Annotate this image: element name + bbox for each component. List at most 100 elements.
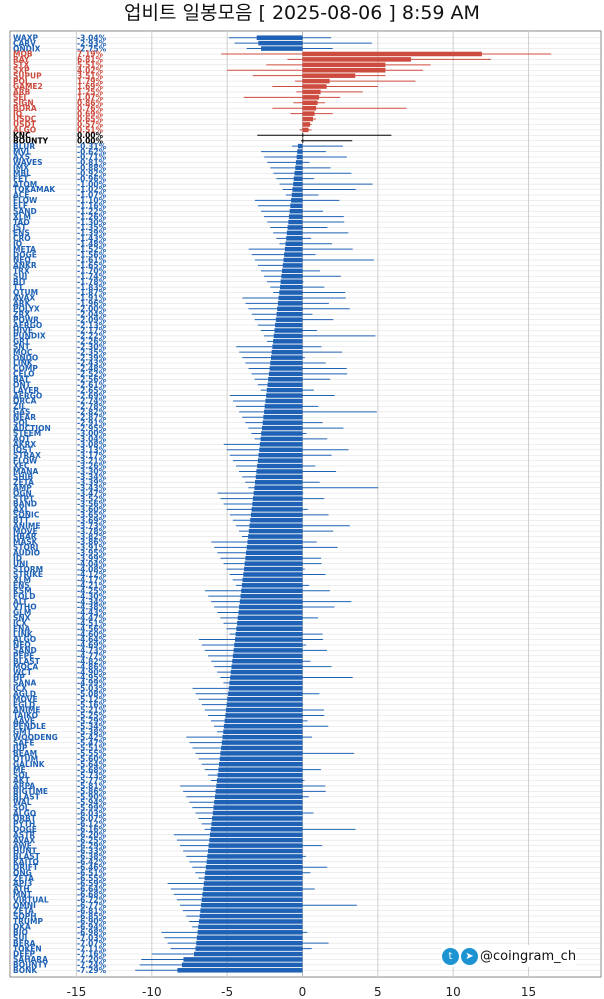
bar xyxy=(266,393,303,398)
pct-label: -3.99% xyxy=(77,554,107,563)
ticker-label: LINK xyxy=(13,359,34,368)
ticker-label: XEC xyxy=(13,462,30,471)
bar xyxy=(302,78,330,84)
ticker-label: ME xyxy=(13,765,26,774)
pct-label: -4.60% xyxy=(77,630,107,639)
ticker-label: IQ xyxy=(13,109,22,118)
bar xyxy=(302,51,482,57)
bar xyxy=(284,246,303,252)
ticker-label: AUCTION xyxy=(13,424,51,433)
bar xyxy=(215,789,303,794)
bar xyxy=(302,67,386,73)
ticker-label: ORBT xyxy=(13,814,37,823)
pct-label: -5.64% xyxy=(77,760,107,769)
ticker-label: BLAST xyxy=(13,657,41,666)
ticker-label: SIGN xyxy=(13,98,34,107)
bar xyxy=(264,404,303,409)
ticker-label: SUPUP xyxy=(13,71,42,80)
bar xyxy=(302,105,317,111)
pct-label: -6.90% xyxy=(77,917,107,926)
bar xyxy=(297,143,303,149)
bar xyxy=(268,371,303,377)
pct-label: -4.99% xyxy=(77,679,107,688)
bar xyxy=(216,783,303,789)
ticker-label: ONDIX xyxy=(13,44,41,53)
bar xyxy=(262,420,303,425)
ticker-label: SOL xyxy=(13,803,30,812)
pct-label: -4.08% xyxy=(77,565,107,574)
ticker-label: TT xyxy=(13,283,24,292)
bar xyxy=(203,881,303,886)
bar xyxy=(232,653,303,659)
bar xyxy=(223,729,303,734)
pct-label: -3.95% xyxy=(77,548,107,557)
pct-label: -5.81% xyxy=(77,782,107,791)
ticker-label: KNC xyxy=(13,131,31,140)
ticker-label: IOST xyxy=(13,445,34,454)
pct-label: -2.74% xyxy=(77,397,107,406)
bar xyxy=(275,317,303,322)
pct-label: -3.73% xyxy=(77,521,107,530)
ticker-label: JUP xyxy=(12,744,28,753)
pct-label: 7.19% xyxy=(77,50,104,59)
bar xyxy=(230,669,303,675)
ticker-label: FLOW xyxy=(13,196,38,205)
ticker-label: STPT xyxy=(13,494,35,503)
bar xyxy=(270,360,303,366)
pct-label: -3.04% xyxy=(77,33,107,42)
pct-label: -4.86% xyxy=(77,662,107,671)
bar xyxy=(302,100,318,106)
ticker-label: ACE xyxy=(13,191,29,200)
bar xyxy=(228,691,303,697)
ticker-label: ENS xyxy=(13,581,30,590)
bar xyxy=(221,740,303,745)
bar xyxy=(280,279,303,284)
ticker-label: IMX xyxy=(13,164,29,173)
ticker-label: ZRX xyxy=(13,310,30,319)
pct-label: -2.30% xyxy=(77,342,107,351)
ticker-label: MVL xyxy=(13,147,31,156)
chart-title: 업비트 일봉모음 [ 2025-08-06 ] 8:59 AM xyxy=(124,2,480,24)
bar xyxy=(206,859,303,865)
pct-label: -6.20% xyxy=(77,830,107,839)
pct-label: -2.48% xyxy=(77,364,107,373)
pct-label: -0.88% xyxy=(77,164,107,173)
ticker-label: BLUR xyxy=(13,142,35,151)
pct-label: -1.96% xyxy=(77,299,107,308)
bar xyxy=(295,160,303,165)
pct-label: -3.91% xyxy=(77,543,107,552)
ticker-label: SAND xyxy=(13,646,37,655)
pct-label: -1.52% xyxy=(77,245,107,254)
ticker-label: USDC xyxy=(13,115,37,124)
pct-label: -4.69% xyxy=(77,641,107,650)
bar xyxy=(198,919,303,924)
bar xyxy=(259,447,303,453)
bar xyxy=(218,767,303,772)
pct-label: 0.65% xyxy=(77,115,104,124)
bar xyxy=(277,306,303,312)
pct-label: -3.82% xyxy=(77,532,107,541)
ticker-label: BAT xyxy=(13,375,30,384)
pct-label: 5.51% xyxy=(77,61,104,70)
bar xyxy=(239,604,303,610)
ticker-label: WOODENG xyxy=(13,733,58,742)
pct-label: -5.08% xyxy=(77,689,107,698)
pct-label: -2.39% xyxy=(77,353,107,362)
bar xyxy=(211,821,303,827)
bar xyxy=(245,555,303,561)
bar xyxy=(296,154,303,160)
bar xyxy=(229,680,303,686)
pct-label: -1.56% xyxy=(77,250,107,259)
bar xyxy=(207,854,303,859)
ticker-label: PUNDIX xyxy=(13,332,46,341)
ticker-label: AXL xyxy=(13,505,30,514)
bar xyxy=(283,257,303,263)
pct-label: 1.79% xyxy=(77,77,104,86)
bar xyxy=(284,252,303,257)
pct-label: 0.00% xyxy=(77,136,104,145)
ticker-label: TRX xyxy=(13,267,30,276)
pct-label: -0.31% xyxy=(77,142,107,151)
ticker-label: POWR xyxy=(13,315,39,324)
ticker-label: MOCA xyxy=(13,662,38,671)
ticker-label: STRAX xyxy=(13,451,41,460)
